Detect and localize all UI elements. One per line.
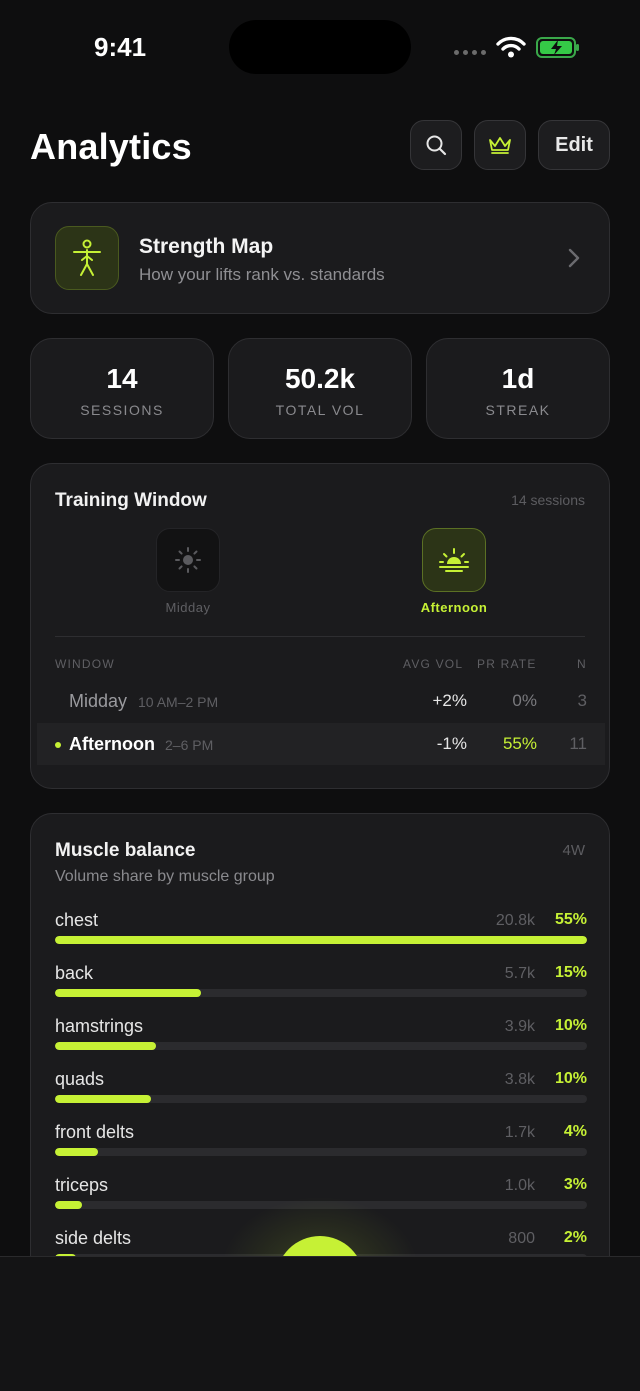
column-header-n: N [577, 657, 587, 671]
search-button[interactable] [410, 120, 462, 170]
wifi-icon [496, 36, 526, 58]
status-bar: 9:41 [0, 0, 640, 96]
dynamic-island [229, 20, 411, 74]
muscle-volume: 3.9k [504, 1018, 535, 1035]
window-slot-afternoon[interactable] [422, 528, 486, 592]
strength-map-card[interactable]: Strength Map How your lifts rank vs. sta… [30, 202, 610, 314]
body-icon-tile [55, 226, 119, 290]
muscle-volume: 5.7k [504, 965, 535, 982]
muscle-percent: 15% [554, 964, 587, 981]
edit-button[interactable]: Edit [538, 120, 610, 170]
muscle-volume: 20.8k [495, 912, 535, 929]
strength-map-title: Strength Map [139, 235, 274, 258]
muscle-row[interactable]: quads 3.8k 10% [55, 1069, 587, 1109]
window-slot-label: Afternoon [420, 600, 488, 615]
muscle-volume: 3.8k [504, 1071, 535, 1088]
muscle-balance-title: Muscle balance [55, 840, 196, 861]
stat-value: 50.2k [284, 363, 356, 394]
share-bar-fill [55, 1095, 151, 1103]
avg-vol-value: +2% [432, 691, 468, 710]
pr-rate-value: 55% [502, 734, 537, 753]
premium-button[interactable] [474, 120, 526, 170]
muscle-balance-subtitle: Volume share by muscle group [55, 868, 275, 885]
share-bar-track [55, 1095, 587, 1103]
table-row[interactable]: Midday 10 AM–2 PM +2% 0% 3 [37, 680, 605, 722]
avg-vol-value: -1% [436, 734, 467, 753]
selected-dot [55, 742, 61, 748]
muscle-percent: 10% [554, 1017, 587, 1034]
column-header-pr-rate: PR RATE [477, 657, 537, 671]
share-bar-fill [55, 1042, 157, 1050]
muscle-row[interactable]: chest 20.8k 55% [55, 910, 587, 950]
share-bar-track [55, 1042, 587, 1050]
divider [55, 636, 585, 637]
battery-charging-icon [536, 37, 579, 58]
muscle-row[interactable]: back 5.7k 15% [55, 963, 587, 1003]
stat-value: 14 [106, 363, 138, 394]
muscle-volume: 800 [508, 1230, 535, 1247]
page-header: Analytics Edit [30, 118, 610, 174]
body-figure-icon [73, 239, 101, 276]
share-bar-track [55, 1148, 587, 1156]
share-bar-track [55, 1201, 587, 1209]
muscle-volume: 1.7k [504, 1124, 535, 1141]
stat-total-volume: 50.2k TOTAL VOL [228, 338, 412, 439]
training-window-count: 14 sessions [511, 492, 585, 508]
window-range: 10 AM–2 PM [138, 694, 219, 710]
window-name: Midday [69, 691, 128, 711]
stat-sessions: 14 SESSIONS [30, 338, 214, 439]
crown-icon [489, 137, 511, 154]
sun-icon [175, 547, 201, 573]
muscle-row[interactable]: triceps 1.0k 3% [55, 1175, 587, 1215]
sunset-icon [439, 548, 469, 572]
muscle-name: triceps [55, 1175, 109, 1195]
muscle-name: front delts [55, 1122, 135, 1142]
stat-label: STREAK [485, 402, 551, 418]
muscle-percent: 10% [554, 1070, 587, 1087]
share-bar-fill [55, 936, 587, 944]
window-range: 2–6 PM [165, 737, 214, 753]
column-header-avg-vol: AVG VOL [403, 657, 464, 671]
training-window-title: Training Window [55, 490, 207, 511]
table-row-selected[interactable]: Afternoon 2–6 PM -1% 55% 11 [37, 723, 605, 765]
muscle-percent: 55% [554, 911, 587, 928]
search-icon [426, 135, 447, 156]
stat-value: 1d [501, 363, 535, 394]
share-bar-fill [55, 1201, 82, 1209]
muscle-row[interactable]: front delts 1.7k 4% [55, 1122, 587, 1162]
share-bar-fill [55, 1148, 98, 1156]
stat-streak: 1d STREAK [426, 338, 610, 439]
stat-label: TOTAL VOL [275, 402, 365, 418]
muscle-row[interactable]: hamstrings 3.9k 10% [55, 1016, 587, 1056]
count-value: 11 [569, 734, 587, 753]
signal-icon [454, 50, 486, 55]
muscle-name: side delts [55, 1228, 132, 1248]
tab-bar-fill [200, 1262, 440, 1332]
window-slot-midday[interactable] [156, 528, 220, 592]
muscle-percent: 3% [563, 1176, 587, 1193]
share-bar-track [55, 936, 587, 944]
count-value: 3 [577, 691, 587, 710]
muscle-name: quads [55, 1069, 105, 1089]
status-time: 9:41 [94, 32, 147, 62]
window-name: Afternoon [69, 734, 155, 754]
stat-label: SESSIONS [80, 402, 164, 418]
muscle-name: back [55, 963, 94, 983]
range-selector[interactable]: 4W [562, 842, 586, 859]
muscle-percent: 2% [563, 1229, 587, 1246]
chevron-right-icon [568, 248, 580, 268]
muscle-name: hamstrings [55, 1016, 144, 1036]
share-bar-track [55, 989, 587, 997]
window-slot-label: Midday [165, 600, 211, 615]
muscle-volume: 1.0k [504, 1177, 535, 1194]
page-title: Analytics [30, 126, 192, 167]
column-header-window: WINDOW [55, 657, 115, 671]
training-window-card: Training Window 14 sessions Midday Af [30, 463, 610, 789]
muscle-percent: 4% [563, 1123, 587, 1140]
share-bar-fill [55, 989, 202, 997]
muscle-name: chest [55, 910, 99, 930]
pr-rate-value: 0% [512, 691, 537, 710]
strength-map-subtitle: How your lifts rank vs. standards [139, 265, 385, 284]
